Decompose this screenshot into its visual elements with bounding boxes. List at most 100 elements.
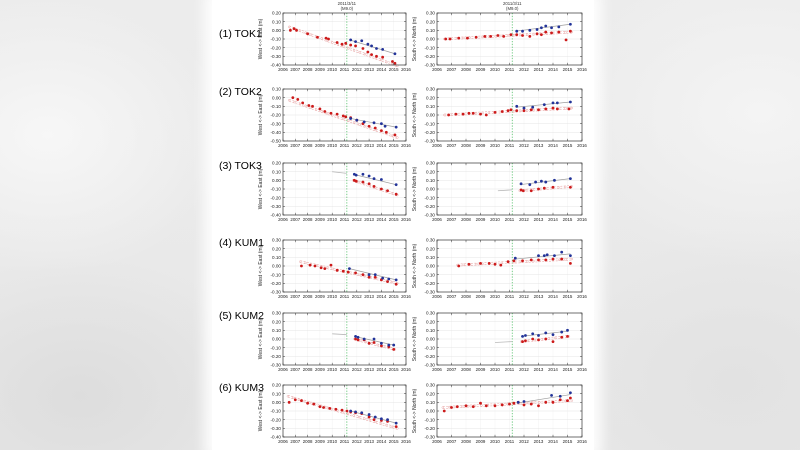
y-axis-title: West <-> East (m)	[258, 94, 264, 135]
x-tick-label: 2015	[389, 143, 399, 148]
y-tick-label: 0.10	[272, 19, 281, 24]
x-tick-label: 2006	[432, 294, 442, 299]
x-tick-label: 2008	[461, 294, 471, 299]
y-tick-label: -0.20	[271, 417, 282, 422]
red-series-points	[442, 396, 572, 413]
y-tick-label: 0.00	[426, 264, 435, 269]
blue-series-points	[519, 177, 572, 187]
x-tick-label: 2013	[364, 439, 374, 444]
y-tick-label: 0.10	[426, 328, 435, 333]
x-tick-label: 2015	[563, 67, 573, 72]
y-tick-label: -0.20	[271, 45, 282, 50]
red-series-points	[300, 263, 398, 286]
x-tick-label: 2012	[519, 143, 529, 148]
y-tick-label: 0.10	[426, 104, 435, 109]
x-tick-label: 2009	[315, 367, 325, 372]
y-tick-label: -0.30	[425, 213, 436, 218]
red-series-points	[354, 337, 396, 351]
y-tick-label: -0.30	[271, 426, 282, 431]
y-tick-label: 0.00	[272, 400, 281, 405]
y-axis-title: South <-> North (m)	[412, 388, 418, 433]
y-tick-label: 0.10	[272, 169, 281, 174]
y-tick-label: -0.20	[425, 354, 436, 359]
red-series-points	[288, 27, 397, 65]
x-tick-label: 2016	[401, 439, 411, 444]
x-tick-label: 2011	[340, 67, 350, 72]
x-tick-label: 2007	[290, 294, 300, 299]
row-label-kum2: (5) KUM2	[219, 310, 264, 322]
x-tick-label: 2011	[340, 367, 350, 372]
gridlines	[437, 163, 582, 215]
x-tick-label: 2007	[447, 294, 457, 299]
y-tick-label: -0.10	[271, 409, 282, 414]
y-tick-label: 0.10	[426, 178, 435, 183]
y-tick-label: 0.10	[426, 255, 435, 260]
x-tick-label: 2012	[519, 294, 529, 299]
blue-series-points	[354, 335, 396, 347]
x-tick-label: 2011	[340, 439, 350, 444]
x-tick-label: 2007	[447, 143, 457, 148]
x-tick-label: 2015	[389, 294, 399, 299]
x-tick-label: 2008	[303, 67, 313, 72]
x-tick-label: 2011	[505, 67, 515, 72]
x-tick-label: 2014	[377, 217, 387, 222]
x-tick-label: 2015	[389, 217, 399, 222]
x-tick-label: 2015	[563, 143, 573, 148]
red-series-points	[291, 96, 397, 137]
x-tick-label: 2010	[327, 67, 337, 72]
y-tick-label: 0.30	[272, 238, 281, 243]
trend-lines	[332, 333, 397, 351]
y-tick-label: 0.30	[426, 161, 435, 166]
trend-lines	[497, 178, 574, 193]
y-tick-label: -0.20	[271, 281, 282, 286]
figure-page	[212, 0, 594, 450]
x-tick-label: 2013	[534, 143, 544, 148]
y-axis-title: South <-> North (m)	[412, 16, 418, 61]
y-axis-title: West <-> East (m)	[258, 168, 264, 209]
x-tick-label: 2006	[278, 67, 288, 72]
gridlines	[283, 240, 406, 292]
x-tick-label: 2006	[278, 367, 288, 372]
x-tick-label: 2014	[548, 67, 558, 72]
y-tick-label: -0.30	[271, 290, 282, 295]
y-axis-title: South <-> North (m)	[412, 243, 418, 288]
y-tick-label: 0.20	[272, 161, 281, 166]
blue-series-points	[348, 267, 398, 282]
x-tick-label: 2011	[505, 367, 515, 372]
y-tick-label: -0.20	[425, 281, 436, 286]
y-tick-label: -0.50	[271, 139, 282, 144]
y-tick-label: 0.00	[426, 409, 435, 414]
y-tick-label: 0.00	[272, 264, 281, 269]
y-tick-label: -0.40	[271, 63, 282, 68]
blue-series-points	[516, 391, 572, 404]
x-tick-label: 2008	[461, 439, 471, 444]
x-tick-label: 2013	[534, 217, 544, 222]
y-tick-label: 0.10	[272, 255, 281, 260]
y-axis-title: South <-> North (m)	[412, 166, 418, 211]
y-tick-label: 0.20	[426, 319, 435, 324]
y-tick-label: -0.30	[271, 204, 282, 209]
y-tick-label: -0.10	[425, 121, 436, 126]
x-tick-label: 2015	[563, 367, 573, 372]
x-tick-label: 2007	[447, 217, 457, 222]
y-tick-label: -0.10	[425, 345, 436, 350]
y-tick-label: -0.10	[271, 272, 282, 277]
x-tick-label: 2016	[577, 143, 587, 148]
x-tick-label: 2015	[389, 367, 399, 372]
earthquake-event-label: 2011/3/11(M9.0)	[338, 1, 357, 11]
x-tick-label: 2010	[327, 143, 337, 148]
x-tick-label: 2016	[401, 67, 411, 72]
y-tick-label: -0.20	[271, 113, 282, 118]
y-tick-label: -0.10	[425, 195, 436, 200]
